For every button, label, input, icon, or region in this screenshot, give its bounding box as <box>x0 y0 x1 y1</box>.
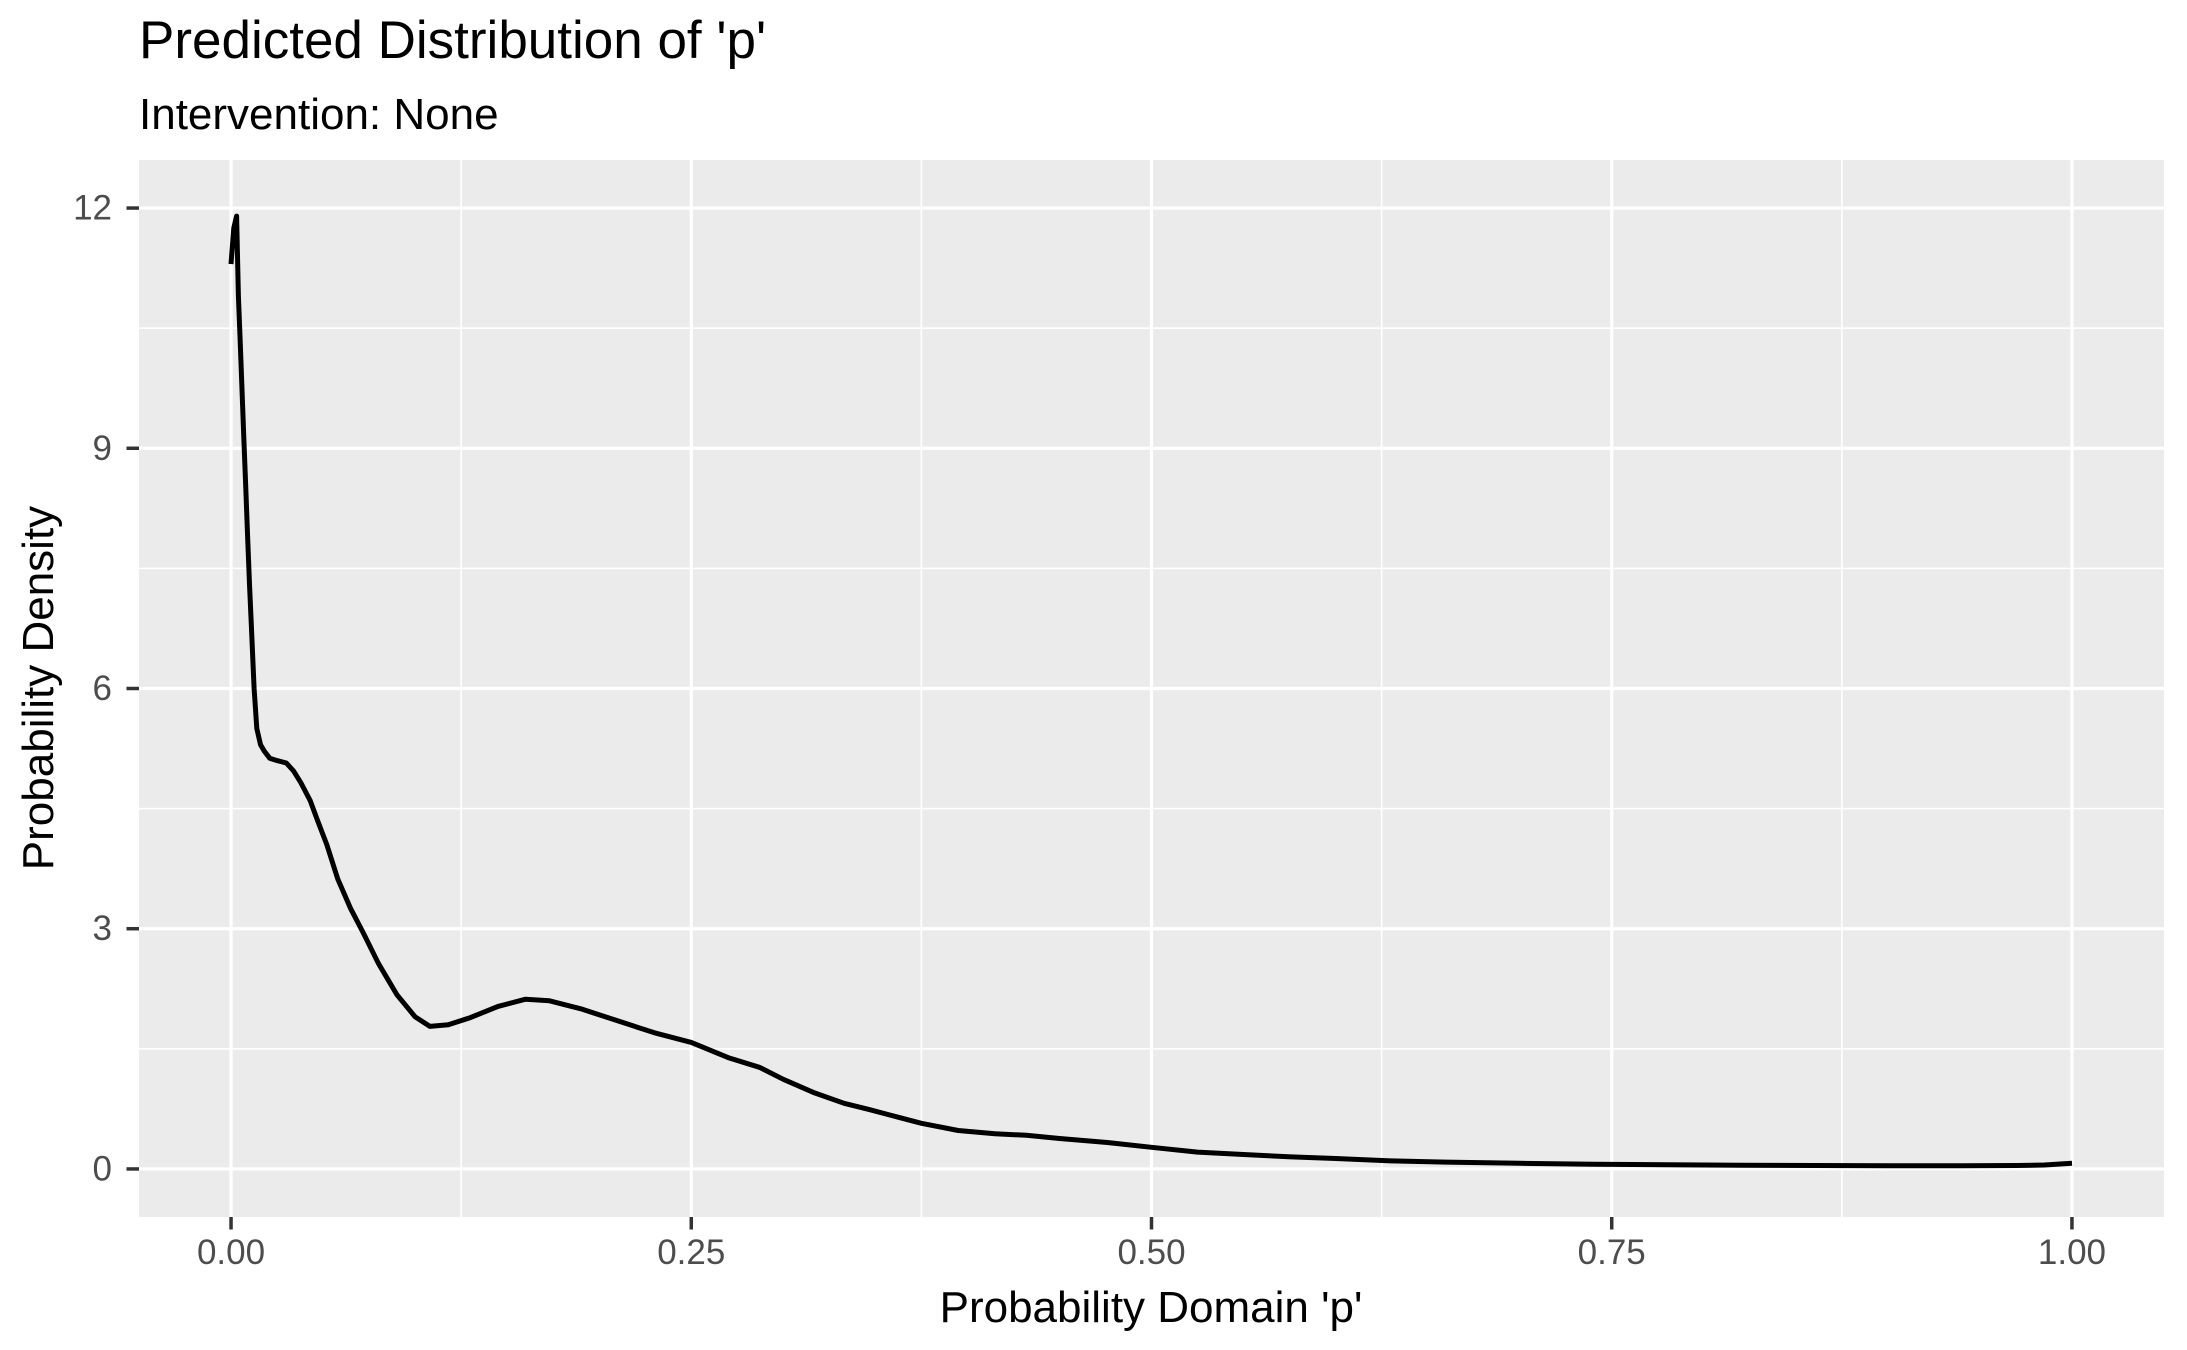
plot-title: Predicted Distribution of 'p' <box>139 11 766 70</box>
plot-subtitle: Intervention: None <box>139 90 499 139</box>
x-axis-title: Probability Domain 'p' <box>940 1283 1363 1332</box>
y-axis-title: Probability Density <box>14 506 63 870</box>
x-tick-label: 1.00 <box>2038 1233 2106 1272</box>
x-tick-label: 0.50 <box>1117 1233 1185 1272</box>
axes-layer: 0.00 0.25 0.50 0.75 1.00 0 3 6 9 12 <box>73 189 2106 1272</box>
x-tick-label: 0.00 <box>197 1233 265 1272</box>
y-tick-label: 3 <box>93 909 112 948</box>
y-tick-label: 9 <box>93 429 112 468</box>
grid-layer <box>139 160 2164 1217</box>
density-curve <box>228 213 2073 1169</box>
y-tick-label: 6 <box>93 669 112 708</box>
y-tick-label: 12 <box>73 189 112 228</box>
x-tick-label: 0.25 <box>657 1233 725 1272</box>
series-layer <box>228 213 2073 1169</box>
y-tick-label: 0 <box>93 1149 112 1188</box>
x-tick-label: 0.75 <box>1578 1233 1646 1272</box>
